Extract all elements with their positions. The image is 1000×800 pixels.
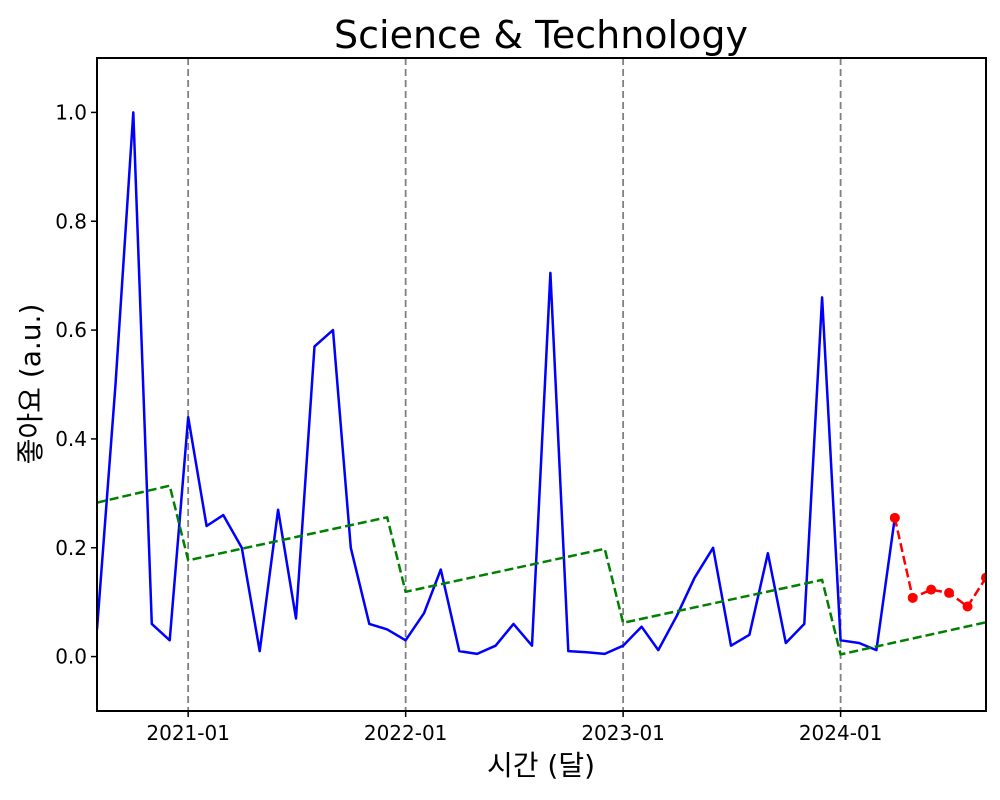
- x-axis-ticks: 2021-01 2022-01 2023-01 2024-01: [146, 711, 882, 745]
- forecast-point-1: [907, 592, 918, 603]
- x-tick-label-2: 2023-01: [581, 721, 665, 745]
- forecast-point-0: [889, 512, 900, 523]
- forecast-point-5: [981, 572, 986, 583]
- plot-frame: [96, 57, 987, 712]
- y-tick-label-5: 1.0: [55, 100, 87, 124]
- chart-title: Science & Technology: [334, 13, 748, 57]
- forecast-series-line: [893, 517, 986, 608]
- y-tick-label-3: 0.6: [55, 318, 87, 342]
- y-axis-ticks: 0.0 0.2 0.4 0.6 0.8 1.0: [55, 100, 97, 669]
- y-tick-label-4: 0.8: [55, 209, 87, 233]
- observed-series-line: [97, 111, 897, 656]
- x-axis-title: 시간 (달): [487, 749, 595, 782]
- x-tick-label-1: 2022-01: [364, 721, 448, 745]
- year-boundary-lines: [187, 58, 842, 711]
- y-tick-label-1: 0.2: [55, 536, 87, 560]
- forecast-point-3: [944, 587, 955, 598]
- series-layer: [97, 111, 986, 656]
- y-tick-label-0: 0.0: [55, 645, 87, 669]
- x-tick-label-0: 2021-01: [146, 721, 230, 745]
- y-tick-label-2: 0.4: [55, 427, 87, 451]
- forecast-point-4: [962, 601, 973, 612]
- y-axis-title: 좋아요 (a.u.): [14, 304, 47, 465]
- trend-series-line: [97, 484, 986, 656]
- x-tick-label-3: 2024-01: [799, 721, 883, 745]
- forecast-point-2: [926, 584, 937, 595]
